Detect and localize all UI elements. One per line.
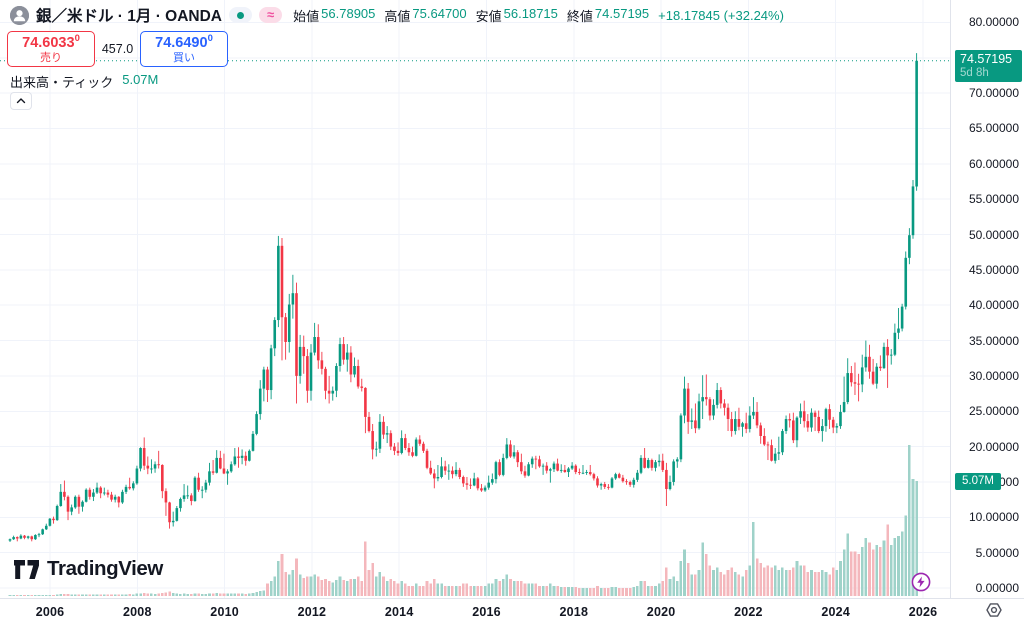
bar-countdown: 5d 8h: [960, 66, 989, 79]
time-tick-label: 2010: [210, 605, 239, 619]
price-tick-label: 35.00000: [968, 333, 1019, 348]
chevron-up-icon: [16, 98, 26, 104]
sell-label: 売り: [40, 52, 62, 65]
indicator-value: 5.07M: [122, 72, 159, 87]
time-tick-label: 2014: [384, 605, 414, 619]
flash-boost-button[interactable]: [911, 572, 931, 592]
open-label: 始値: [293, 8, 320, 24]
lightning-icon: [911, 572, 931, 592]
symbol-header: 銀／米ドル · 1月 · OANDA ≈ 始値 56.78905 高値 75.647…: [10, 4, 784, 26]
market-status-badge[interactable]: [229, 7, 253, 23]
time-tick-label: 2020: [646, 605, 676, 619]
price-tick-label: 10.00000: [968, 510, 1019, 525]
time-tick-label: 2026: [908, 605, 938, 619]
price-tick-label: 30.00000: [968, 368, 1019, 383]
price-tick-label: 50.00000: [968, 227, 1019, 242]
buy-button[interactable]: 74.64900 買い: [140, 31, 228, 67]
price-tick-label: 20.00000: [968, 439, 1019, 454]
time-tick-label: 2018: [559, 605, 589, 619]
collapse-pane-button[interactable]: [10, 92, 32, 110]
price-tick-label: 65.00000: [968, 121, 1019, 136]
tradingview-logo[interactable]: TradingView: [13, 557, 163, 581]
time-tick-label: 2008: [122, 605, 152, 619]
price-axis[interactable]: 74.57195 5d 8h 5.07M 0.00000 5.00000 10.00…: [950, 0, 1024, 598]
price-tick-label: 25.00000: [968, 404, 1019, 419]
time-tick-label: 2012: [297, 605, 327, 619]
axis-settings-gear-icon[interactable]: [986, 602, 1002, 618]
chart-canvas[interactable]: [0, 0, 950, 598]
grid-lines: [0, 0, 950, 598]
candlesticks: [8, 53, 918, 543]
low-value: 56.18715: [503, 5, 558, 21]
high-value: 75.64700: [412, 5, 467, 21]
volume-indicator-legend[interactable]: 出来高・ティック 5.07M: [10, 72, 158, 91]
price-tick-label: 45.00000: [968, 262, 1019, 277]
time-tick-label: 2022: [734, 605, 763, 619]
volume-bars: [8, 445, 918, 596]
open-value: 56.78905: [321, 5, 376, 21]
change-value: +18.17845 (+32.24%): [658, 7, 784, 23]
close-value: 74.57195: [594, 5, 650, 21]
symbol-title[interactable]: 銀／米ドル · 1月 · OANDA: [36, 8, 223, 25]
price-tick-label: 0.00000: [975, 581, 1019, 595]
market-open-dot-icon: [237, 11, 245, 19]
symbol-logo-icon: [10, 5, 29, 25]
current-price-value: 74.57195: [960, 51, 1013, 66]
time-axis[interactable]: 2006 2008 2010 2012 2014 2016 2018 2020 2022 2024…: [0, 598, 1024, 626]
ohlc-values: 始値 56.78905 高値 75.64700 安値 56.18715 終値 74.57…: [293, 6, 784, 25]
price-tick-label: 70.00000: [968, 86, 1019, 101]
price-tick-label: 5.00000: [975, 545, 1019, 560]
chart-plot[interactable]: [0, 0, 950, 598]
trade-panel: 74.60330 売り 457.0 74.64900 買い: [7, 31, 228, 67]
tradingview-logo-icon: [14, 559, 39, 579]
spread-value: 457.0: [101, 42, 134, 56]
time-tick-label: 2024: [821, 605, 850, 619]
time-tick-label: 2016: [472, 605, 501, 619]
price-tick-label: 60.00000: [968, 156, 1019, 171]
sell-button[interactable]: 74.60330 売り: [7, 31, 95, 67]
current-volume-label: 5.07M: [955, 472, 1001, 490]
close-label: 終値: [566, 8, 593, 24]
price-tick-label: 55.00000: [968, 192, 1019, 207]
approximate-data-badge[interactable]: ≈: [259, 7, 283, 23]
price-tick-label: 40.00000: [968, 298, 1019, 313]
current-price-label: 74.57195 5d 8h: [955, 49, 1022, 82]
low-label: 安値: [475, 8, 502, 24]
indicator-name: 出来高・ティック: [10, 75, 114, 90]
buy-label: 買い: [173, 52, 195, 65]
tradingview-logo-text: TradingView: [47, 557, 163, 580]
time-tick-label: 2006: [35, 605, 65, 619]
price-tick-label: 80.00000: [968, 15, 1019, 30]
high-label: 高値: [384, 8, 411, 24]
